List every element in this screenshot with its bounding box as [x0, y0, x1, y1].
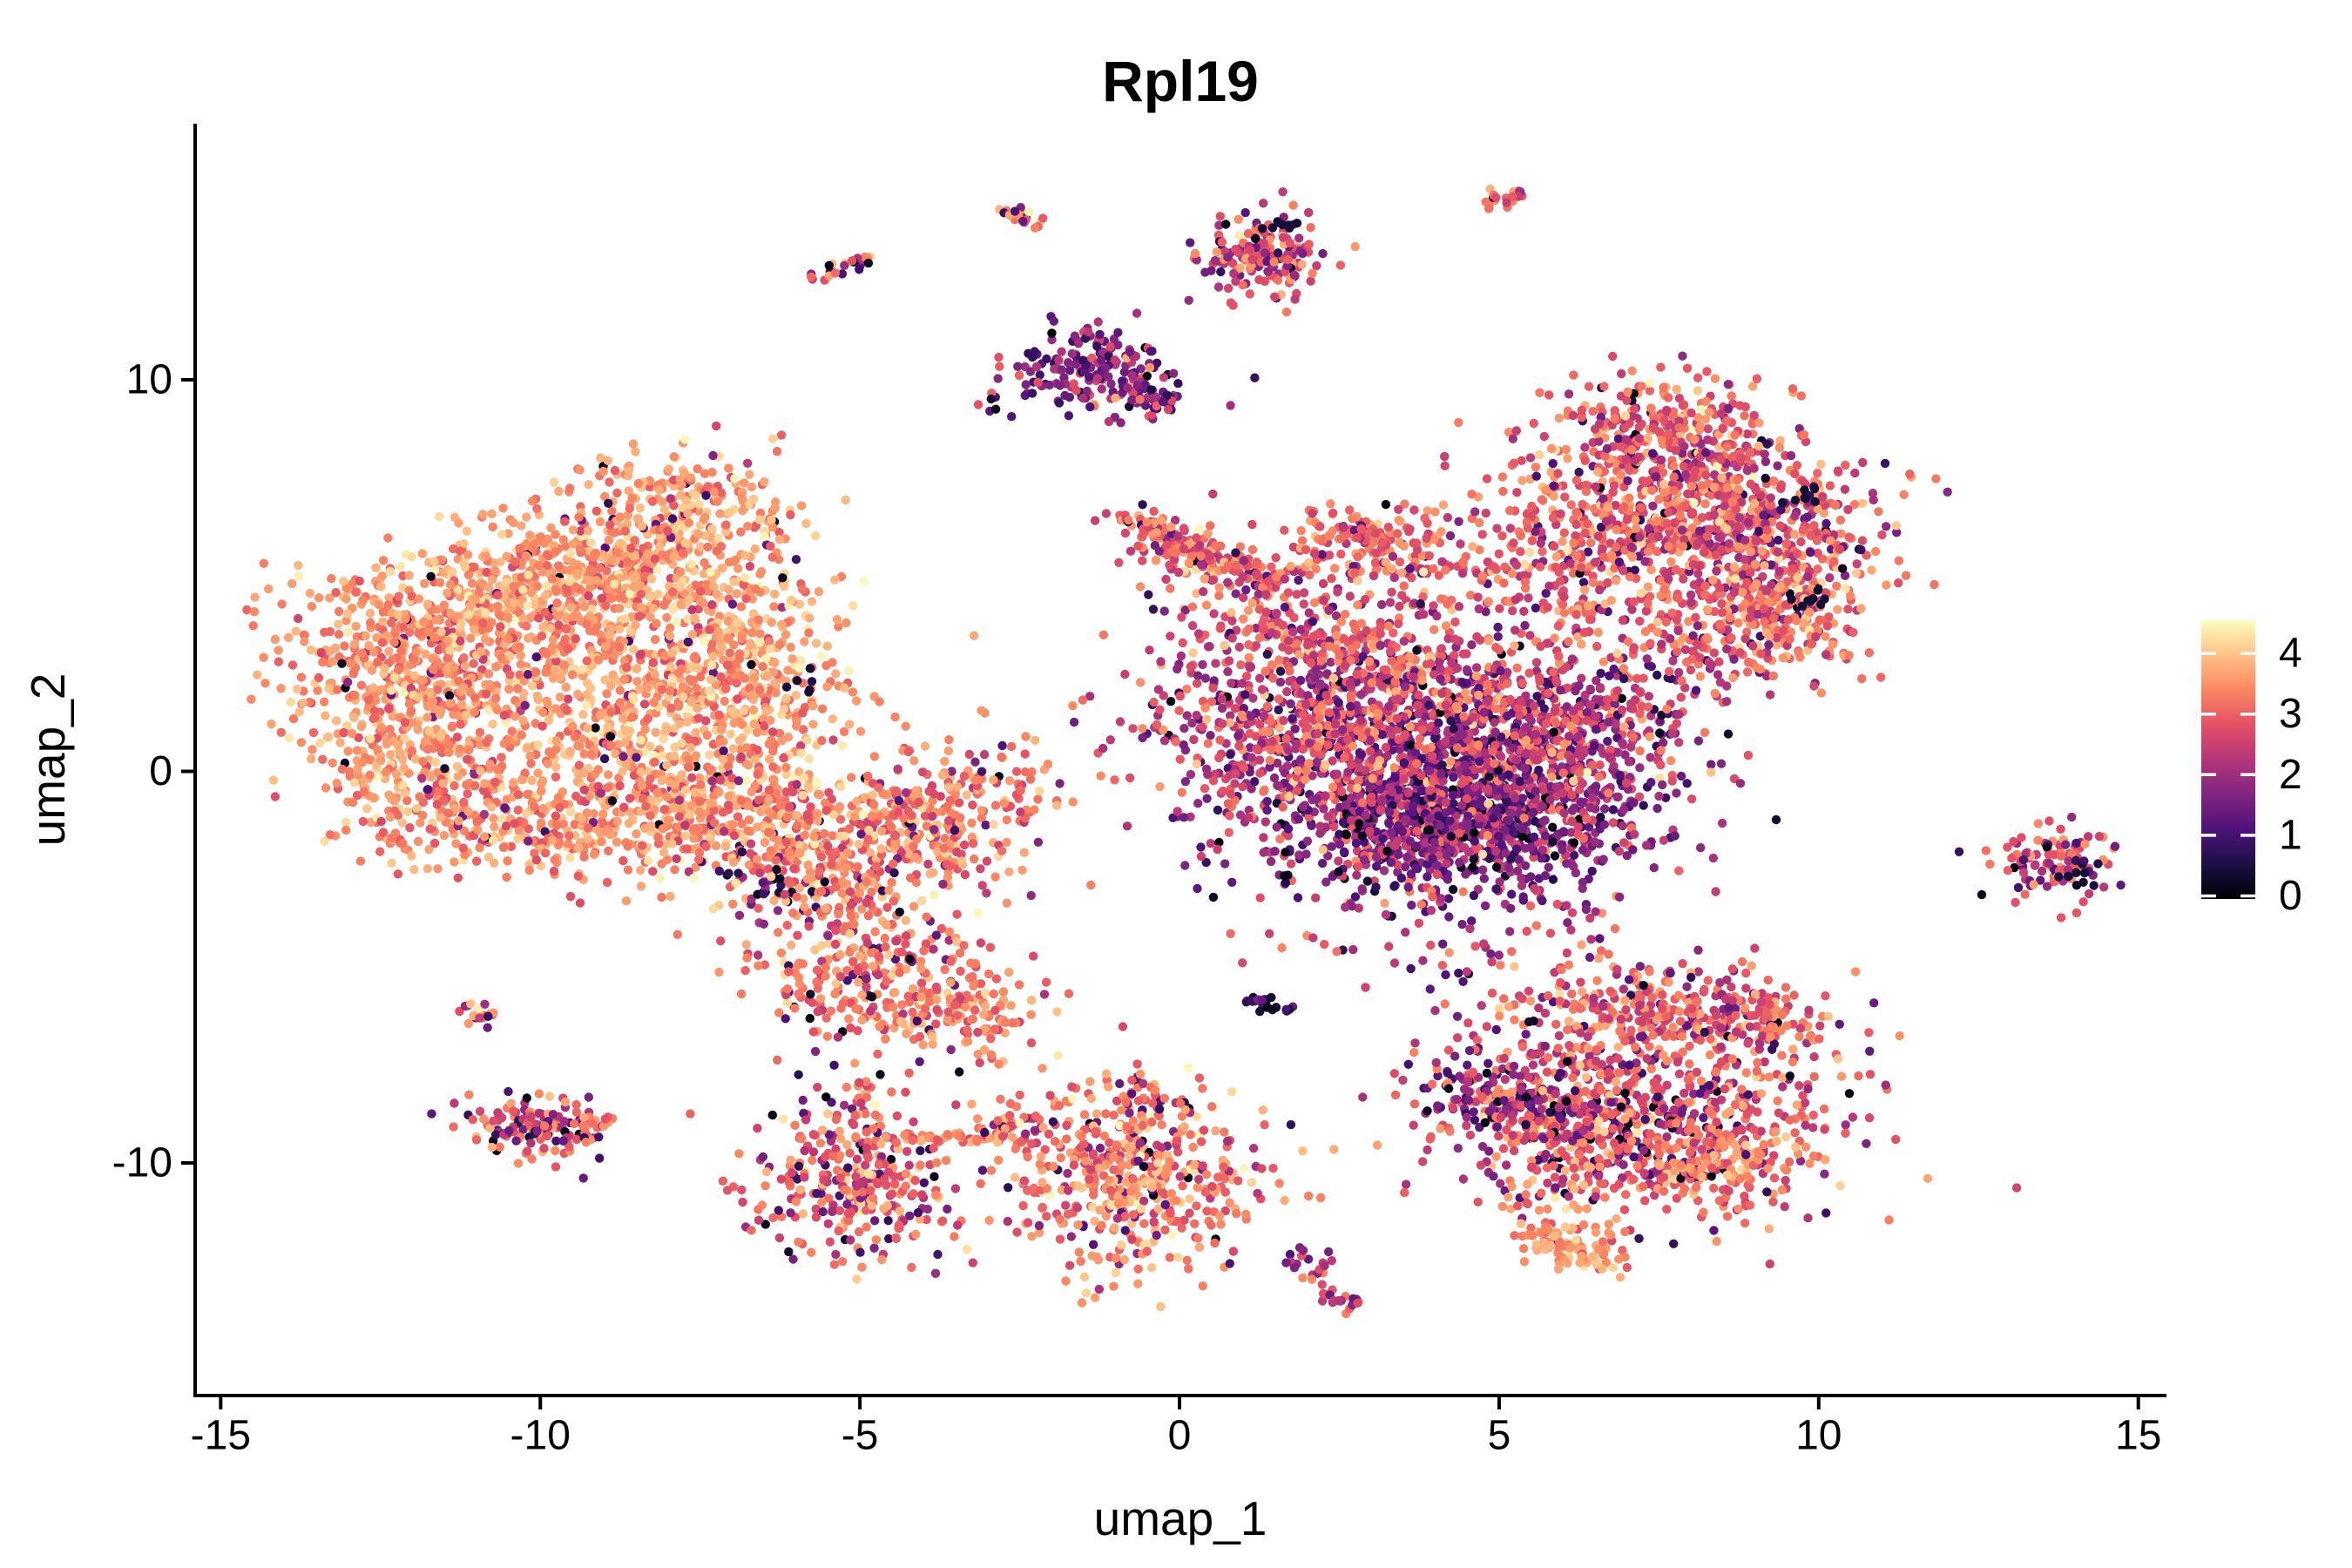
colorbar-legend: 0 1 2 3 4 — [2201, 620, 2302, 919]
scatter-points — [242, 184, 2126, 1319]
colorbar-labels: 0 1 2 3 4 — [2279, 631, 2302, 919]
x-axis-ticks: -15 -10 -5 0 5 10 15 — [191, 1396, 2161, 1459]
x-tick-label: -10 — [510, 1413, 571, 1459]
colorbar-tick-label: 3 — [2279, 691, 2302, 737]
x-tick-label: 0 — [1168, 1413, 1192, 1459]
colorbar-tick-label: 2 — [2279, 752, 2302, 798]
x-tick-label: 15 — [2115, 1413, 2161, 1459]
y-axis-title: umap_2 — [21, 673, 75, 847]
x-axis-title: umap_1 — [1094, 1491, 1267, 1545]
x-tick-label: -15 — [191, 1413, 251, 1459]
y-tick-label: 10 — [126, 356, 172, 402]
axes: -15 -10 -5 0 5 10 15 -10 0 10 — [112, 124, 2166, 1459]
x-tick-label: 10 — [1795, 1413, 1842, 1459]
colorbar-tick-label: 0 — [2279, 873, 2302, 919]
colorbar-tick-label: 1 — [2279, 812, 2302, 858]
y-tick-label: 0 — [149, 748, 172, 794]
colorbar-tick-label: 4 — [2279, 631, 2302, 677]
colorbar-gradient-bar — [2201, 620, 2255, 899]
x-tick-label: 5 — [1488, 1413, 1511, 1459]
colorbar-ticks — [2201, 652, 2255, 898]
y-axis-ticks: -10 0 10 — [112, 356, 195, 1186]
y-tick-label: -10 — [112, 1139, 172, 1186]
plot-title: Rpl19 — [1102, 49, 1259, 113]
x-tick-label: -5 — [841, 1413, 879, 1459]
